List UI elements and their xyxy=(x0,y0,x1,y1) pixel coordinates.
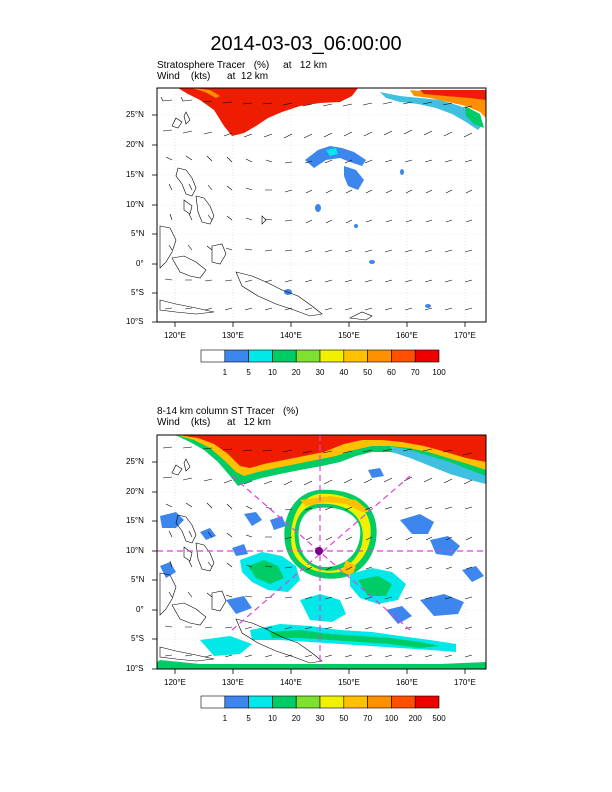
panel1-wind-barbs xyxy=(160,96,473,311)
main-title: 2014-03-03_06:00:00 xyxy=(210,33,402,55)
panel1-lon-label: 150°E xyxy=(338,331,360,340)
panel2-subtitle-line1: 8-14 km column ST Tracer (%) xyxy=(157,406,299,417)
panel2-frame xyxy=(156,434,487,670)
colorbar-label: 20 xyxy=(292,714,301,723)
colorbar-swatch xyxy=(224,695,249,709)
colorbar-swatch xyxy=(200,349,226,363)
panel1-lat-label: 25°N xyxy=(126,110,144,119)
panel1-lat-label: 5°N xyxy=(131,229,145,238)
colorbar-label: 100 xyxy=(385,714,399,723)
colorbar-label: 100 xyxy=(432,368,446,377)
colorbar-label: 5 xyxy=(246,368,251,377)
panel2-lat-label: 25°N xyxy=(126,457,144,466)
panel2-lon-label: 120°E xyxy=(164,678,186,687)
colorbar-swatch xyxy=(391,349,416,363)
panel2-lat-label: 10°N xyxy=(126,546,144,555)
panel2-lon-label: 150°E xyxy=(338,678,360,687)
panel2-lon-label: 130°E xyxy=(222,678,244,687)
colorbar-label: 30 xyxy=(316,714,325,723)
colorbar-swatch xyxy=(414,349,440,363)
panel1-lat-label: 20°N xyxy=(126,140,144,149)
panel1-lat-label: 5°S xyxy=(131,288,144,297)
panel1-lon-label: 140°E xyxy=(280,331,302,340)
colorbar-swatch xyxy=(319,695,345,709)
panel2-colorbar: 1 5 10 20 30 50 70 100 200 500 xyxy=(200,695,446,723)
colorbar-swatch xyxy=(224,349,249,363)
panel1-ticks xyxy=(152,114,466,327)
panel1-tracer-shading xyxy=(178,88,486,308)
colorbar-swatch xyxy=(295,349,321,363)
panel2-storm-center-marker xyxy=(315,547,323,555)
panel2-tracer-shading xyxy=(157,435,486,669)
panel1-map xyxy=(157,88,486,322)
panel2-lat-label: 5°N xyxy=(131,575,145,584)
panel2-map xyxy=(157,435,486,669)
colorbar-label: 10 xyxy=(268,368,277,377)
panel2-lon-label: 160°E xyxy=(396,678,418,687)
panel2-lon-label: 170°E xyxy=(454,678,476,687)
panel2-ticks xyxy=(152,461,466,674)
panel1-gridlines xyxy=(157,88,486,322)
colorbar-label: 10 xyxy=(268,714,277,723)
panel1-lat-label: 10°S xyxy=(126,317,144,326)
colorbar-swatch xyxy=(319,349,345,363)
panel1-subtitle-line1: Stratosphere Tracer (%) at 12 km xyxy=(157,60,328,71)
colorbar-swatch xyxy=(343,695,368,709)
colorbar-swatch xyxy=(414,695,440,709)
panel1-lon-label: 170°E xyxy=(454,331,476,340)
colorbar-label: 30 xyxy=(316,368,325,377)
panel1-lat-label: 10°N xyxy=(126,200,144,209)
panel2-lon-label: 140°E xyxy=(280,678,302,687)
colorbar-label: 5 xyxy=(246,714,251,723)
colorbar-label: 1 xyxy=(223,368,228,377)
panel2-lat-label: 0° xyxy=(136,605,144,614)
panel1-lat-label: 0° xyxy=(136,259,144,268)
colorbar-swatch xyxy=(200,695,226,709)
panel1-subtitle-line2: Wind (kts) at 12 km xyxy=(157,71,269,82)
panel2-subtitle-line2: Wind (kts) at 12 km xyxy=(157,417,271,428)
colorbar-swatch xyxy=(367,349,392,363)
colorbar-swatch xyxy=(272,695,297,709)
colorbar-label: 60 xyxy=(387,368,396,377)
colorbar-label: 70 xyxy=(363,714,372,723)
colorbar-label: 70 xyxy=(411,368,420,377)
panel1-colorbar: 1 5 10 20 30 40 50 60 70 100 xyxy=(200,349,446,377)
panel1-lat-label: 15°N xyxy=(126,170,144,179)
colorbar-label: 40 xyxy=(339,368,348,377)
colorbar-label: 500 xyxy=(432,714,446,723)
panel1-lon-label: 120°E xyxy=(164,331,186,340)
colorbar-label: 50 xyxy=(339,714,348,723)
colorbar-swatch xyxy=(272,349,297,363)
panel2-lat-label: 5°S xyxy=(131,634,144,643)
panel1-lon-label: 160°E xyxy=(396,331,418,340)
colorbar-swatch xyxy=(367,695,392,709)
colorbar-swatch xyxy=(391,695,416,709)
colorbar-label: 20 xyxy=(292,368,301,377)
panel2-lat-label: 10°S xyxy=(126,664,144,673)
colorbar-swatch xyxy=(343,349,368,363)
panel1-lon-label: 130°E xyxy=(222,331,244,340)
colorbar-swatch xyxy=(295,695,321,709)
colorbar-label: 1 xyxy=(223,714,228,723)
panel2-lat-label: 20°N xyxy=(126,487,144,496)
colorbar-label: 50 xyxy=(363,368,372,377)
colorbar-swatch xyxy=(248,349,273,363)
panel2-lat-label: 15°N xyxy=(126,516,144,525)
colorbar-label: 200 xyxy=(409,714,423,723)
colorbar-swatch xyxy=(248,695,273,709)
